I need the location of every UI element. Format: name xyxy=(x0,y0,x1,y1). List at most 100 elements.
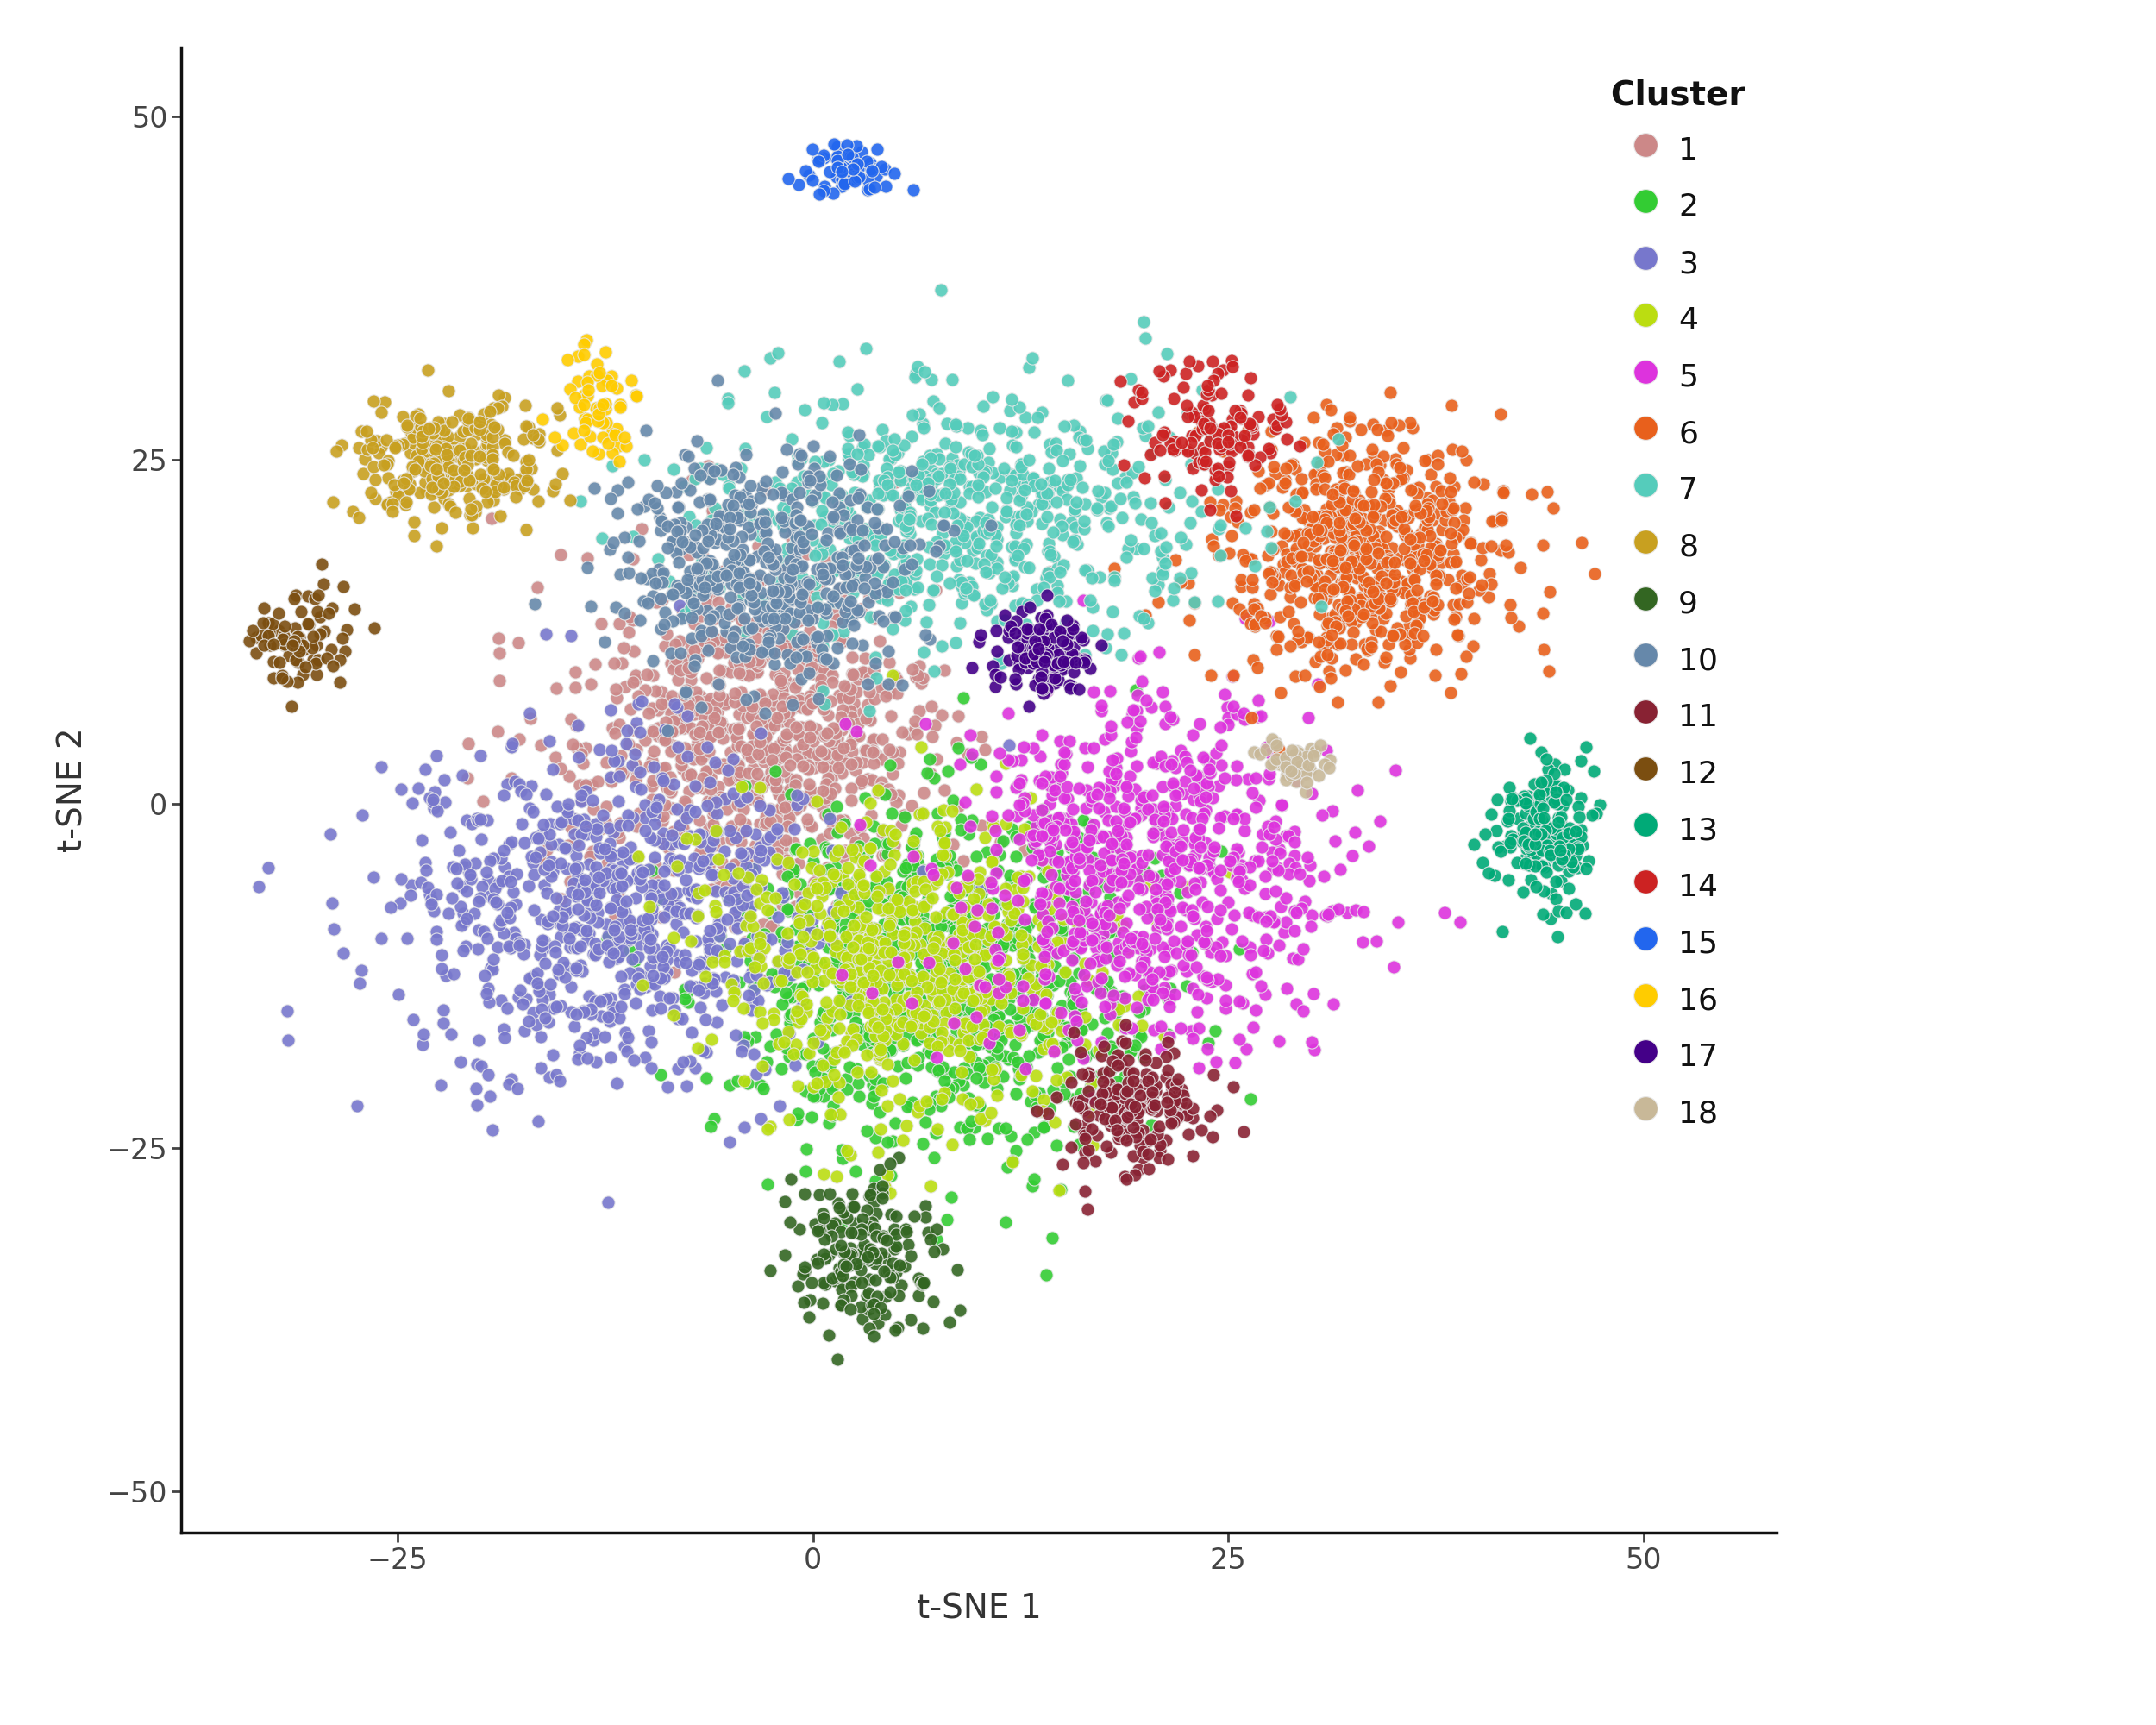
Point xyxy=(873,999,908,1026)
Point xyxy=(1457,830,1492,857)
Point xyxy=(1194,524,1229,552)
Point xyxy=(951,480,985,507)
Point xyxy=(1194,414,1229,442)
Point xyxy=(1166,930,1201,957)
Point xyxy=(740,614,774,642)
Point xyxy=(300,599,334,626)
Point xyxy=(1285,478,1319,505)
Point xyxy=(1274,561,1309,588)
Point xyxy=(921,866,955,894)
Point xyxy=(1350,450,1384,478)
Point xyxy=(1110,707,1145,735)
Point xyxy=(1112,737,1147,764)
Point xyxy=(884,992,918,1019)
Point xyxy=(727,1032,761,1059)
Point xyxy=(951,1030,985,1057)
Point xyxy=(444,435,479,462)
Point xyxy=(683,462,718,490)
Point xyxy=(1015,1006,1050,1033)
Point xyxy=(1341,507,1376,535)
Point xyxy=(716,818,750,845)
Point xyxy=(1145,980,1179,1007)
Point xyxy=(664,900,699,928)
Point xyxy=(425,440,459,467)
Point xyxy=(914,486,949,514)
Point xyxy=(768,1187,802,1214)
Point xyxy=(785,518,819,545)
Point xyxy=(1296,561,1330,588)
Point xyxy=(780,904,815,932)
Point xyxy=(627,492,662,519)
Point xyxy=(1050,785,1084,812)
Point xyxy=(642,885,677,913)
Point xyxy=(1380,909,1414,937)
Point xyxy=(817,1235,852,1263)
Point xyxy=(649,773,683,800)
Point xyxy=(727,500,761,528)
Point xyxy=(931,455,966,483)
Point xyxy=(1514,837,1548,864)
Point xyxy=(509,516,543,543)
Point xyxy=(453,859,487,887)
Point xyxy=(791,631,826,659)
Point xyxy=(485,868,520,895)
Point xyxy=(382,980,416,1007)
Point xyxy=(1313,545,1348,573)
Point xyxy=(1373,380,1408,407)
Point xyxy=(789,695,824,723)
Point xyxy=(703,783,737,811)
Point xyxy=(735,756,770,783)
Point xyxy=(942,488,977,516)
Point xyxy=(1222,868,1257,895)
Point xyxy=(869,428,903,455)
Point xyxy=(938,1009,972,1037)
Point xyxy=(645,944,679,971)
Point xyxy=(524,405,558,433)
Point xyxy=(1020,647,1054,674)
Point xyxy=(457,436,492,464)
Point xyxy=(1054,1133,1089,1161)
Point xyxy=(798,571,832,599)
Point xyxy=(806,531,841,559)
Point xyxy=(420,797,455,825)
Point xyxy=(886,566,921,593)
Point xyxy=(731,864,765,892)
Point xyxy=(699,914,733,942)
Point xyxy=(862,1114,897,1142)
Point xyxy=(573,844,608,871)
Point xyxy=(1332,554,1367,581)
Point xyxy=(787,890,821,918)
Point xyxy=(951,1004,985,1032)
Point xyxy=(677,844,711,871)
Point xyxy=(645,828,679,856)
Point xyxy=(1294,516,1328,543)
Point xyxy=(617,545,651,573)
Point xyxy=(944,938,979,966)
Point xyxy=(595,452,630,480)
Point xyxy=(972,868,1007,895)
Point xyxy=(918,1226,953,1254)
Point xyxy=(711,490,746,518)
Point xyxy=(1054,947,1089,975)
Point xyxy=(1311,642,1345,669)
Point xyxy=(677,737,711,764)
Point xyxy=(1421,592,1455,619)
Point xyxy=(748,643,783,671)
Point xyxy=(666,573,701,600)
Point xyxy=(929,533,964,561)
Point xyxy=(1248,862,1283,890)
Point xyxy=(692,528,727,555)
Point xyxy=(619,773,653,800)
Point xyxy=(1156,1109,1190,1137)
Point xyxy=(1298,461,1332,488)
Point xyxy=(1108,797,1143,825)
Point xyxy=(742,833,776,861)
Point xyxy=(875,1009,910,1037)
Point xyxy=(1184,854,1218,881)
Point xyxy=(1143,1130,1177,1157)
Point xyxy=(1059,878,1093,906)
Point xyxy=(806,997,841,1025)
Point xyxy=(1026,809,1061,837)
Point xyxy=(688,742,722,769)
Point xyxy=(690,581,724,609)
